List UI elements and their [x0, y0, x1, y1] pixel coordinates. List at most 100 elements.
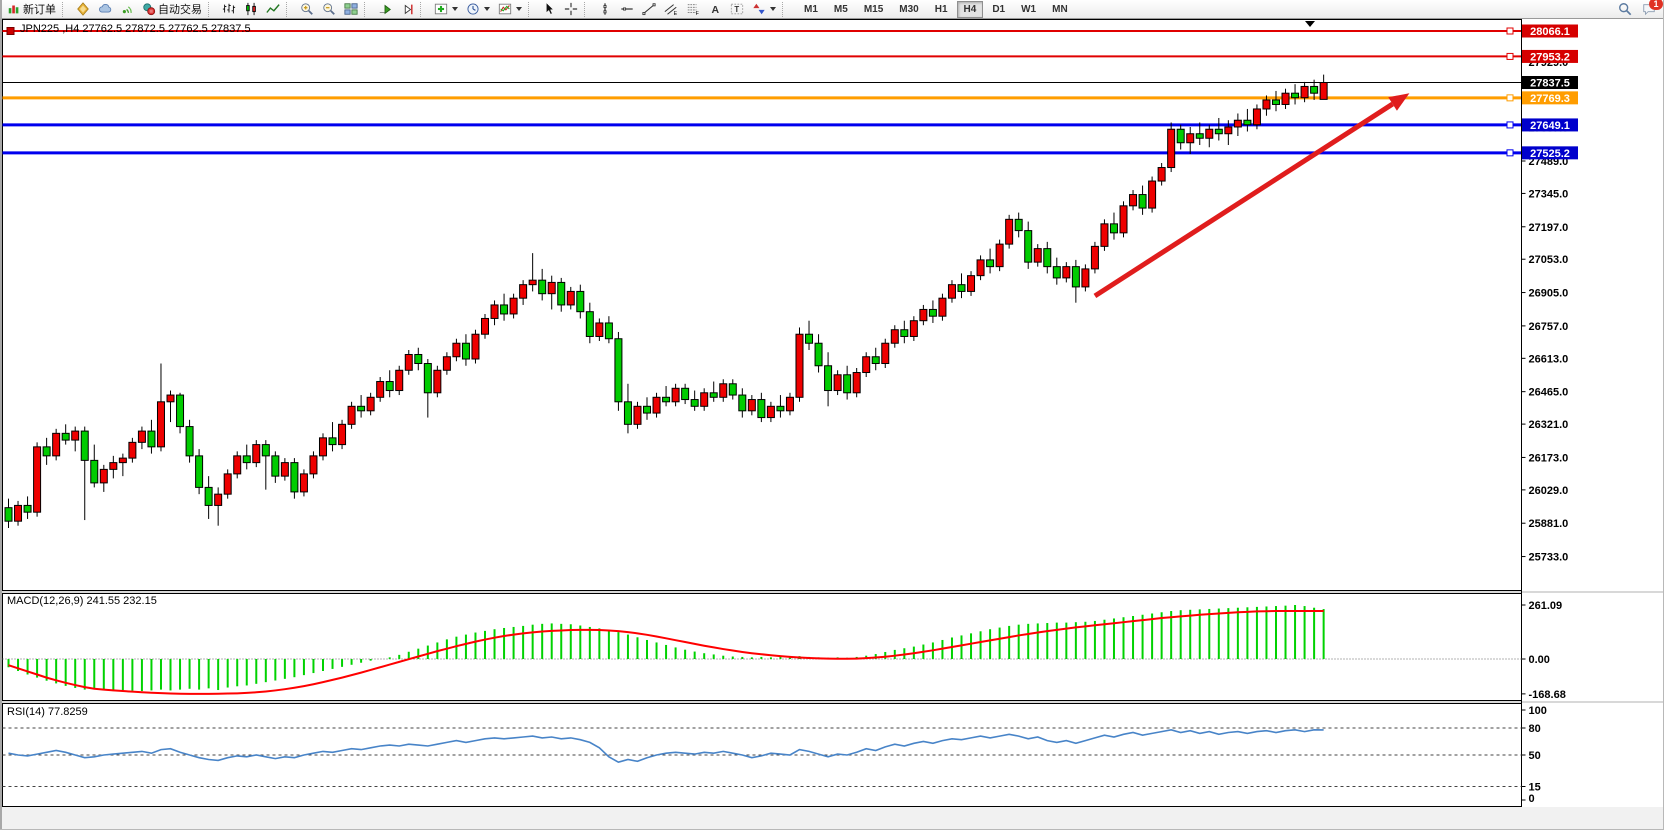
- timeframe-d1[interactable]: D1: [992, 3, 1006, 15]
- candle-body: [156, 401, 165, 448]
- chevron-down-icon[interactable]: [452, 7, 458, 11]
- templates-button[interactable]: [494, 0, 526, 19]
- candle-body: [957, 284, 966, 292]
- candle-body: [852, 372, 861, 394]
- candle-body: [900, 329, 909, 337]
- panel-splitter[interactable]: [0, 591, 1664, 593]
- hline-right-handle[interactable]: [1506, 27, 1514, 35]
- search-button[interactable]: [1618, 2, 1632, 16]
- candle-body: [252, 444, 261, 464]
- chat-button[interactable]: 1: [1642, 0, 1663, 16]
- crosshair-icon: [564, 2, 578, 16]
- label-button[interactable]: T: [726, 0, 748, 19]
- price-axis[interactable]: 28077.027929.027781.027637.027489.027345…: [1521, 19, 1579, 806]
- channel-button[interactable]: E: [660, 0, 682, 19]
- candle-body: [347, 405, 356, 425]
- main-chart-panel[interactable]: [2, 19, 1522, 591]
- timeframe-m30[interactable]: M30: [899, 3, 919, 15]
- indicators-button[interactable]: [430, 0, 462, 19]
- trend-arrow-head[interactable]: [1388, 93, 1410, 111]
- hline-right-handle[interactable]: [1506, 121, 1514, 129]
- fibonacci-button[interactable]: F: [682, 0, 704, 19]
- candle-body: [1081, 268, 1090, 288]
- candle-body: [1176, 128, 1185, 144]
- profile-button[interactable]: [72, 0, 94, 19]
- toolbar-right: 1: [1618, 0, 1664, 16]
- candle-body: [433, 369, 442, 394]
- hline-left-handle[interactable]: [6, 27, 15, 35]
- trendline-button[interactable]: [638, 0, 660, 19]
- chevron-down-icon[interactable]: [484, 7, 490, 11]
- candle-body: [1071, 266, 1080, 288]
- zoom-out-button[interactable]: [318, 0, 340, 19]
- candle-body: [1243, 119, 1252, 126]
- candle-body: [471, 333, 480, 360]
- shapes-button[interactable]: [748, 0, 780, 19]
- candle-body: [671, 387, 680, 403]
- macd-indicator: 261.09 0.00 -168.68: [2, 600, 1566, 701]
- price-tick-label: 27345.0: [1529, 188, 1569, 200]
- candle-body: [309, 455, 318, 475]
- hline-right-handle[interactable]: [1506, 149, 1514, 157]
- zoom-in-button[interactable]: [296, 0, 318, 19]
- auto-scroll-button[interactable]: [374, 0, 396, 19]
- svg-text:E: E: [674, 11, 678, 16]
- timeframe-h4[interactable]: H4: [956, 0, 984, 18]
- crosshair-button[interactable]: [560, 0, 582, 19]
- candle-body: [1024, 230, 1033, 263]
- macd-axis-label: -168.68: [1529, 689, 1566, 701]
- bar-chart-button[interactable]: [218, 0, 240, 19]
- cloud-button[interactable]: [94, 0, 116, 19]
- candle-body: [747, 399, 756, 412]
- candle-body: [967, 275, 976, 292]
- candle-body: [862, 356, 871, 374]
- timeframe-h1[interactable]: H1: [934, 3, 948, 15]
- cloud-icon: [99, 4, 112, 13]
- candle-body: [785, 396, 794, 412]
- timeframe-mn[interactable]: MN: [1052, 3, 1068, 15]
- price-tick-label: 26905.0: [1529, 288, 1569, 300]
- rsi-axis-label: 80: [1529, 723, 1541, 735]
- candle-body: [719, 383, 728, 398]
- candle-body: [528, 279, 537, 286]
- price-tick-label: 26465.0: [1529, 387, 1569, 399]
- text-button[interactable]: A: [704, 0, 726, 19]
- candle-body: [928, 308, 937, 317]
- signals-button[interactable]: [116, 0, 138, 19]
- candle-body: [585, 311, 594, 337]
- candle-body: [328, 437, 337, 446]
- minichart-icon: [8, 5, 19, 14]
- new-order-button[interactable]: 新订单: [3, 0, 60, 19]
- timeframe-m15[interactable]: M15: [863, 3, 884, 15]
- chevron-down-icon[interactable]: [516, 7, 522, 11]
- price-badge: [1522, 75, 1578, 89]
- trend-arrow-line[interactable]: [1093, 101, 1394, 299]
- hline-button[interactable]: [616, 0, 638, 19]
- candle-body: [1214, 128, 1223, 135]
- price-tick-label: 26321.0: [1529, 419, 1569, 431]
- hline-right-handle[interactable]: [1506, 94, 1514, 102]
- vline-button[interactable]: [594, 0, 616, 19]
- periods-button[interactable]: [462, 0, 494, 19]
- autotrading-button[interactable]: 自动交易: [138, 0, 206, 19]
- chart-shift-button[interactable]: [396, 0, 418, 19]
- cursor-button[interactable]: [538, 0, 560, 19]
- tile-windows-button[interactable]: [340, 0, 362, 19]
- candle-chart-button[interactable]: [240, 0, 262, 19]
- chart-title: JPN225 ,H4 27762.5 27872.5 27762.5 27837…: [20, 23, 251, 35]
- macd-label: MACD(12,26,9) 241.55 232.15: [7, 595, 157, 607]
- candle-body: [223, 473, 232, 495]
- macd-panel[interactable]: [2, 593, 1522, 701]
- candle-body: [538, 279, 547, 295]
- hline-right-handle[interactable]: [1506, 52, 1514, 60]
- chevron-down-icon[interactable]: [770, 7, 776, 11]
- time-axis[interactable]: [0, 807, 1664, 830]
- timeframe-m1[interactable]: M1: [804, 3, 818, 15]
- candle-body: [547, 281, 556, 295]
- timeframe-w1[interactable]: W1: [1021, 3, 1037, 15]
- timeframe-m5[interactable]: M5: [833, 3, 848, 15]
- line-chart-button[interactable]: [262, 0, 284, 19]
- candle-body: [1005, 218, 1014, 245]
- panel-splitter[interactable]: [0, 701, 1664, 703]
